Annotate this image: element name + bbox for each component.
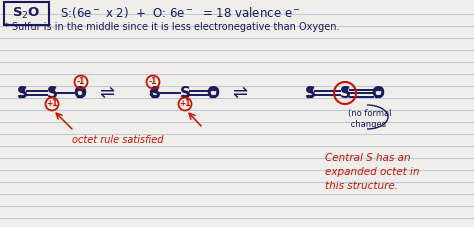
- Circle shape: [310, 95, 312, 98]
- Text: O: O: [372, 86, 384, 101]
- Circle shape: [150, 93, 153, 96]
- Circle shape: [210, 88, 213, 91]
- Circle shape: [308, 95, 310, 98]
- Circle shape: [310, 88, 312, 91]
- Circle shape: [153, 95, 155, 98]
- Circle shape: [150, 90, 153, 93]
- Circle shape: [82, 90, 84, 93]
- Text: S:(6e$^-$ x 2)  +  O: 6e$^-$  = 18 valence e$^-$: S:(6e$^-$ x 2) + O: 6e$^-$ = 18 valence …: [60, 5, 301, 20]
- Circle shape: [77, 95, 80, 98]
- Text: ⇌: ⇌: [232, 84, 247, 102]
- Circle shape: [375, 88, 378, 91]
- Circle shape: [53, 88, 55, 91]
- Text: S: S: [17, 86, 27, 101]
- Circle shape: [210, 95, 213, 98]
- Circle shape: [81, 88, 82, 91]
- Circle shape: [185, 95, 188, 98]
- Circle shape: [213, 88, 216, 91]
- Circle shape: [49, 88, 52, 91]
- Text: ⇌: ⇌: [100, 84, 115, 102]
- Circle shape: [22, 88, 25, 91]
- Circle shape: [346, 88, 347, 91]
- Text: (no formal
 changes: (no formal changes: [348, 109, 392, 129]
- Text: S$_2$O: S$_2$O: [12, 5, 40, 21]
- Circle shape: [153, 88, 155, 91]
- Text: S: S: [180, 86, 191, 101]
- Text: +1: +1: [179, 99, 191, 109]
- Circle shape: [81, 95, 82, 98]
- Text: -1: -1: [77, 77, 85, 86]
- Text: O: O: [73, 86, 86, 101]
- Text: S: S: [46, 86, 57, 101]
- Circle shape: [19, 95, 22, 98]
- Circle shape: [342, 88, 345, 91]
- Text: O: O: [207, 86, 219, 101]
- Circle shape: [155, 88, 157, 91]
- Circle shape: [378, 88, 381, 91]
- Circle shape: [378, 95, 381, 98]
- Text: S: S: [304, 86, 316, 101]
- Circle shape: [77, 88, 80, 91]
- Text: * Sulfur is in the middle since it is less electronegative than Oxygen.: * Sulfur is in the middle since it is le…: [4, 22, 339, 32]
- Text: S: S: [149, 86, 161, 101]
- Circle shape: [182, 95, 184, 98]
- Text: +1: +1: [46, 99, 58, 109]
- Text: Central S has an
expanded octet in
this structure.: Central S has an expanded octet in this …: [325, 153, 419, 191]
- Circle shape: [213, 95, 216, 98]
- Circle shape: [308, 88, 310, 91]
- Circle shape: [82, 93, 84, 96]
- Text: -1: -1: [149, 77, 157, 86]
- Text: octet rule satisfied: octet rule satisfied: [72, 135, 164, 145]
- Circle shape: [375, 95, 378, 98]
- Circle shape: [22, 95, 25, 98]
- Circle shape: [19, 88, 22, 91]
- Text: S: S: [339, 86, 350, 101]
- Circle shape: [155, 95, 157, 98]
